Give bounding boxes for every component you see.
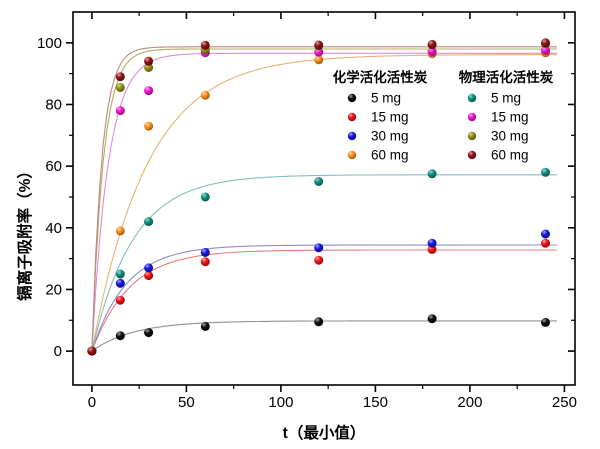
data-point-chem-15mg [115, 295, 125, 305]
y-tick-label: 100 [37, 35, 62, 52]
legend-label: 15 mg [491, 110, 529, 125]
legend-item-chem-30mg: 30 mg [347, 129, 409, 144]
data-point-phys-60mg [541, 38, 550, 48]
fit-line-chem-5mg [91, 320, 557, 352]
data-point-chem-5mg [314, 317, 324, 327]
data-point-phys-60mg [115, 72, 125, 82]
data-point-chem-15mg [427, 244, 437, 254]
x-tick-label: 100 [268, 394, 293, 411]
legend-marker-chem-60mg [347, 150, 357, 160]
y-tick-label: 0 [54, 343, 62, 360]
legend-label: 60 mg [491, 148, 529, 163]
data-point-chem-5mg [200, 321, 210, 331]
legend-item-phys-5mg: 5 mg [467, 91, 521, 106]
data-point-phys-30mg [144, 63, 154, 72]
data-point-chem-30mg [200, 247, 210, 257]
series-layer [87, 38, 557, 356]
legend-marker-phys-5mg [467, 93, 477, 103]
legend-item-chem-60mg: 60 mg [347, 148, 409, 163]
y-tick-label: 80 [45, 96, 62, 113]
data-point-phys-5mg [115, 269, 125, 279]
data-point-phys-15mg [314, 47, 324, 57]
data-point-chem-5mg [541, 317, 550, 327]
data-point-phys-5mg [541, 167, 550, 177]
legend-marker-phys-30mg [467, 131, 477, 141]
x-tick-label: 0 [88, 394, 96, 411]
data-point-phys-60mg [200, 40, 210, 50]
fit-line-chem-30mg [91, 244, 557, 352]
legend-item-chem-15mg: 15 mg [347, 110, 409, 125]
y-tick-label: 60 [45, 158, 62, 175]
legend-item-phys-60mg: 60 mg [467, 148, 529, 163]
fit-line-phys-5mg [91, 174, 557, 352]
legend-label: 15 mg [371, 110, 409, 125]
data-point-chem-15mg [314, 255, 324, 265]
legend-label: 5 mg [491, 91, 521, 106]
legend-label: 30 mg [491, 129, 529, 144]
plot-frame [72, 11, 576, 386]
x-axis-title: t（最小值） [283, 423, 366, 442]
data-point-phys-5mg [427, 169, 437, 179]
data-point-chem-5mg [427, 314, 437, 324]
data-point-phys-15mg [115, 106, 125, 116]
legend-group-title: 物理活化活性炭 [459, 69, 554, 85]
data-point-chem-5mg [144, 328, 154, 338]
data-point-chem-30mg [144, 263, 154, 273]
x-tick-label: 50 [178, 394, 195, 411]
legend-marker-phys-60mg [467, 150, 477, 160]
data-point-chem-30mg [427, 238, 437, 248]
x-tick-label: 150 [363, 394, 388, 411]
data-point-phys-30mg [115, 83, 125, 92]
data-point-phys-5mg [144, 217, 154, 227]
legend-group-title: 化学活化活性炭 [333, 69, 428, 85]
legend-label: 30 mg [371, 129, 409, 144]
legend-marker-chem-5mg [347, 93, 357, 103]
data-point-phys-15mg [144, 86, 154, 96]
y-tick-label: 40 [45, 220, 62, 237]
data-point-chem-60mg [144, 121, 154, 131]
data-point-chem-60mg [115, 226, 125, 236]
legend-marker-chem-15mg [347, 112, 357, 122]
data-point-phys-5mg [200, 192, 210, 202]
x-tick-label: 250 [552, 394, 577, 411]
legend-item-chem-5mg: 5 mg [347, 91, 401, 106]
x-tick-label: 200 [457, 394, 482, 411]
data-point-chem-15mg [200, 257, 210, 267]
data-point-chem-15mg [541, 238, 550, 248]
data-point-phys-60mg [427, 39, 437, 49]
data-point-chem-60mg [200, 90, 210, 100]
y-axis-title: 镉离子吸附率（%） [15, 163, 34, 301]
fit-line-phys-15mg [91, 52, 557, 352]
data-point-phys-5mg [314, 177, 324, 186]
data-point-chem-30mg [115, 278, 125, 288]
legend: 化学活化活性炭 5 mg 15 mg 30 mg 60 mg 物理活化活性炭 5 mg 15 … [333, 69, 554, 163]
data-point-phys-60mg [314, 40, 324, 50]
fit-line-chem-60mg [91, 54, 557, 352]
data-point-chem-5mg [115, 331, 125, 341]
legend-item-phys-15mg: 15 mg [467, 110, 529, 125]
data-point-chem-30mg [314, 243, 324, 253]
data-point-phys-15mg [427, 47, 437, 56]
data-point-phys-60mg [144, 56, 154, 66]
fit-line-phys-30mg [91, 48, 557, 352]
fit-line-phys-60mg [91, 46, 557, 352]
legend-marker-phys-15mg [467, 112, 477, 122]
data-point-phys-15mg [541, 45, 550, 55]
data-point-phys-60mg [87, 346, 97, 356]
data-point-chem-60mg [314, 55, 324, 65]
legend-label: 60 mg [371, 148, 409, 163]
y-tick-label: 20 [45, 281, 62, 298]
fit-line-chem-15mg [91, 249, 557, 352]
legend-marker-chem-30mg [347, 131, 357, 141]
data-point-chem-15mg [144, 271, 154, 281]
legend-item-phys-30mg: 30 mg [467, 129, 529, 144]
data-point-chem-30mg [541, 229, 550, 239]
axes-layer: 0 50 100 150 200 250 0 20 40 60 80 100 [37, 11, 577, 411]
legend-label: 5 mg [371, 91, 401, 106]
